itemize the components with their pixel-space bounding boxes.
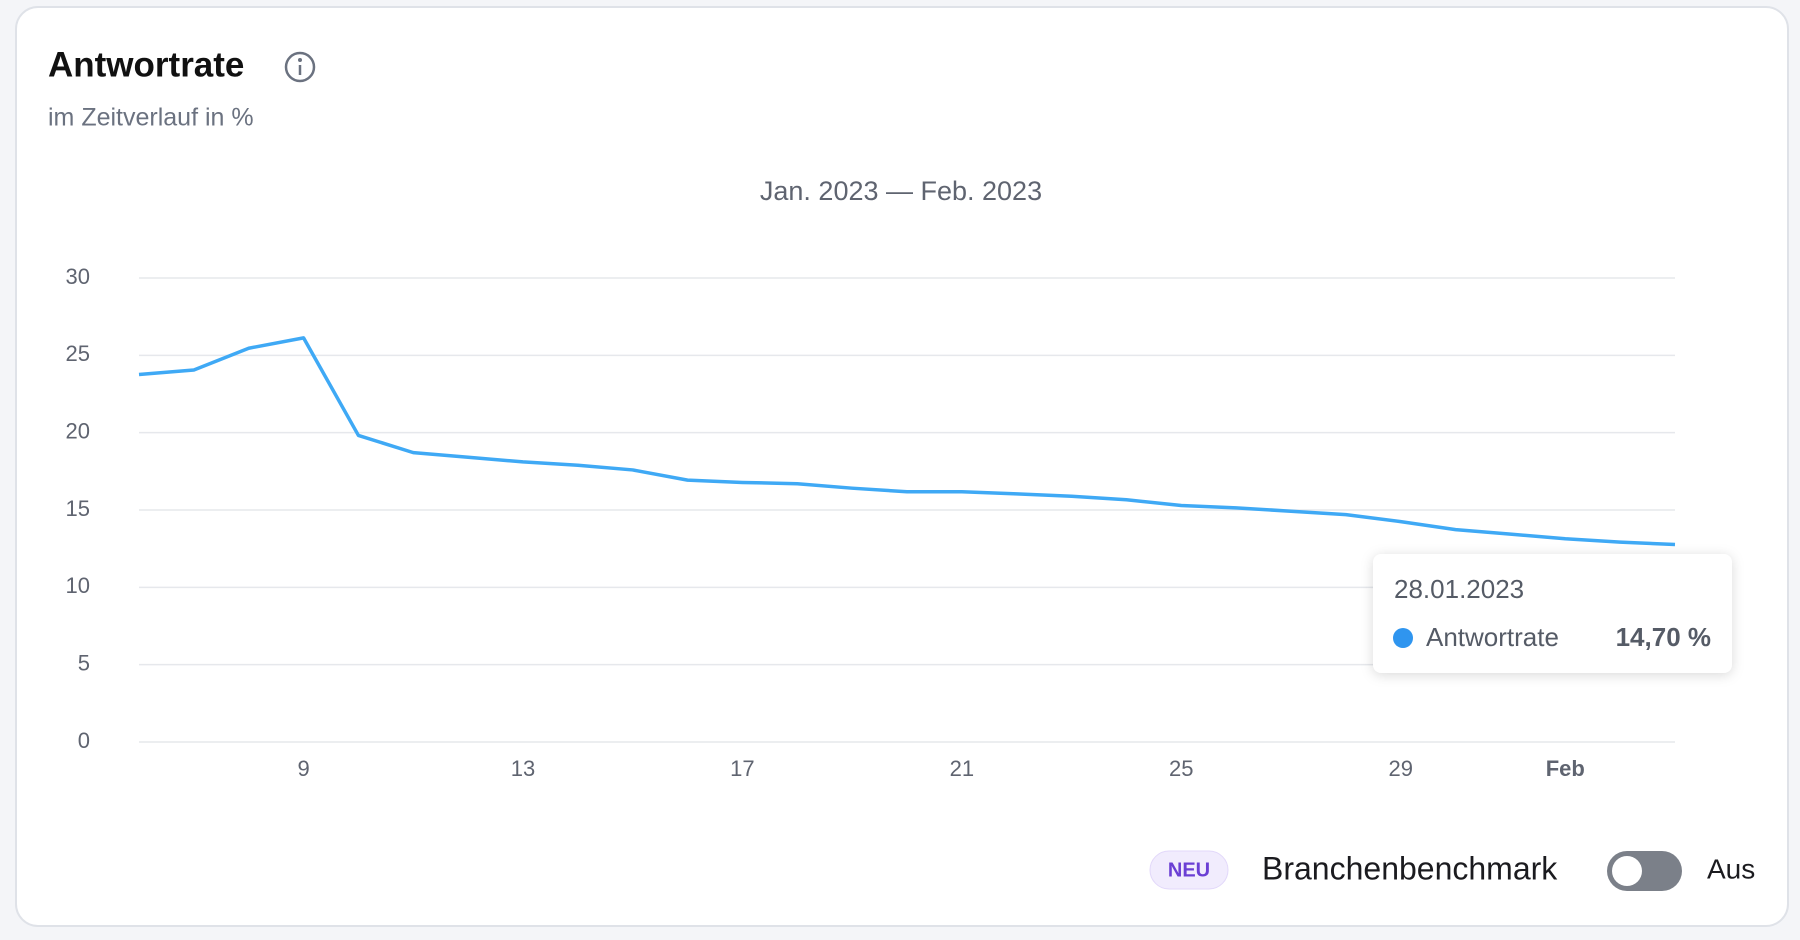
card bbox=[15, 6, 1789, 927]
x-tick-label: 17 bbox=[730, 756, 754, 781]
chart-subtitle: im Zeitverlauf in % bbox=[48, 104, 254, 132]
chart-title: Antwortrate bbox=[48, 45, 244, 84]
line bbox=[138, 336, 1676, 547]
y-tick-label: 10 bbox=[66, 573, 90, 598]
tooltip-box bbox=[1373, 554, 1732, 673]
x-tick-label: 25 bbox=[1169, 756, 1193, 781]
y-tick-label: 25 bbox=[66, 341, 90, 366]
toggle[interactable] bbox=[1607, 851, 1682, 891]
tooltip-series: Antwortrate bbox=[1426, 622, 1559, 652]
y-tick-label: 0 bbox=[78, 728, 90, 753]
y-tick-label: 15 bbox=[66, 496, 90, 521]
toggle-state: Aus bbox=[1707, 853, 1755, 884]
info-icon[interactable] bbox=[284, 51, 316, 83]
badge-text: NEU bbox=[1168, 859, 1210, 881]
x-tick-label: 29 bbox=[1388, 756, 1412, 781]
tooltip: 28.01.2023 Antwortrate 14,70 % bbox=[1373, 554, 1732, 673]
y-tick-label: 20 bbox=[66, 418, 90, 443]
tooltip-title: 28.01.2023 bbox=[1394, 574, 1524, 604]
x-tick-label: Feb bbox=[1546, 756, 1585, 781]
x-tick-label: 13 bbox=[511, 756, 535, 781]
y-tick-label: 5 bbox=[78, 650, 90, 675]
benchmark-label: Branchenbenchmark bbox=[1262, 850, 1558, 886]
period-label: Jan. 2023 — Feb. 2023 bbox=[760, 176, 1042, 206]
y-tick-label: 30 bbox=[66, 264, 90, 289]
tooltip-value: 14,70 % bbox=[1616, 622, 1711, 652]
tooltip-dot bbox=[1393, 628, 1413, 648]
x-tick-label: 21 bbox=[950, 756, 974, 781]
x-tick-label: 9 bbox=[297, 756, 309, 781]
badge bbox=[1149, 850, 1229, 890]
